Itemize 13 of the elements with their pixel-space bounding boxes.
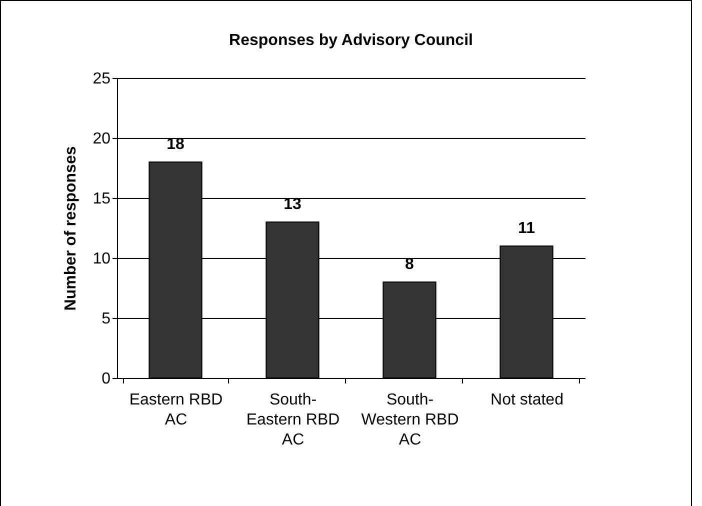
x-tick-label: South-Eastern RBD AC xyxy=(246,392,340,448)
y-axis-title: Number of responses xyxy=(62,146,80,311)
y-tick-label: 10 xyxy=(92,250,111,268)
x-tick-label: Not stated xyxy=(490,392,564,408)
y-tick-label: 20 xyxy=(92,130,111,148)
y-tick-label: 25 xyxy=(92,70,111,88)
y-tick-label: 5 xyxy=(102,310,111,328)
data-label: 11 xyxy=(518,220,536,237)
chart-title: Responses by Advisory Council xyxy=(229,32,473,49)
x-tick-label: South-Western RBD AC xyxy=(361,392,459,448)
x-tick-label: Eastern RBD AC xyxy=(129,392,223,428)
y-tick-label: 15 xyxy=(92,190,111,208)
y-tick-label: 0 xyxy=(102,370,111,388)
